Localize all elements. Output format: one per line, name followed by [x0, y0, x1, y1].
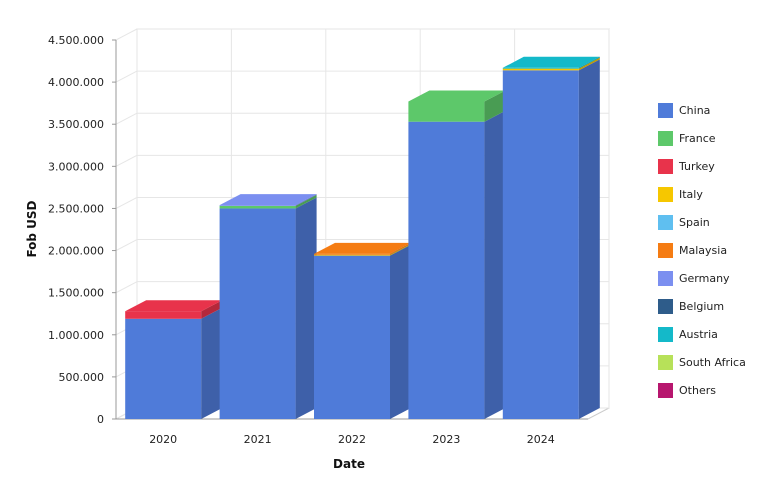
bar-side: [295, 197, 317, 419]
y-tick-label: 3.500.000: [48, 118, 104, 131]
y-tick-label: 1.500.000: [48, 287, 104, 300]
bar-side: [390, 243, 411, 256]
legend-label: Spain: [679, 215, 710, 229]
legend-item: Turkey: [658, 152, 758, 180]
bar-segment-germany: [219, 205, 296, 206]
gridline-wall: [115, 28, 138, 41]
bar-side: [201, 300, 223, 319]
legend-swatch: [658, 242, 673, 258]
bar-side: [295, 194, 317, 209]
legend-item: Malaysia: [658, 236, 758, 264]
gridline-wall: [115, 112, 138, 125]
bar-top: [314, 242, 411, 254]
bar-segment-france: [408, 101, 485, 122]
gridline-wall: [115, 239, 138, 251]
legend-swatch: [658, 102, 673, 118]
legend-label: Germany: [679, 271, 730, 285]
bar-segment-austria: [502, 67, 579, 69]
legend-item: France: [658, 124, 758, 152]
legend-item: South Africa: [658, 348, 758, 376]
bar-segment-china: [408, 121, 485, 419]
bar-top: [125, 300, 223, 312]
bar-segment-china: [314, 255, 390, 419]
legend-swatch: [658, 382, 673, 398]
bar-segment-china: [502, 70, 579, 419]
gridline-wall: [115, 197, 138, 209]
y-tick-label: 2.000.000: [48, 245, 104, 258]
legend-label: Austria: [679, 327, 718, 341]
legend-item: Austria: [658, 320, 758, 348]
y-tick-label: 3.000.000: [48, 160, 104, 173]
legend-label: Belgium: [679, 299, 725, 313]
y-tick-label: 4.000.000: [48, 76, 104, 89]
x-axis-title: Date: [333, 457, 365, 471]
chart-bars: [125, 56, 600, 419]
bar-side: [578, 56, 600, 69]
x-tick-label: 2023: [432, 433, 460, 446]
legend-label: France: [679, 131, 716, 145]
x-tick-label: 2024: [527, 433, 555, 446]
bar-side: [484, 90, 506, 122]
bar-top: [502, 56, 600, 68]
legend-swatch: [658, 158, 673, 174]
legend-item: Spain: [658, 208, 758, 236]
legend-swatch: [658, 354, 673, 370]
bar-side: [578, 57, 600, 71]
x-tick-label: 2020: [149, 433, 177, 446]
bar-segment-china: [125, 318, 202, 419]
bar-segment-italy: [502, 68, 579, 71]
y-tick-label: 1.000.000: [48, 329, 104, 342]
bar-side: [390, 244, 411, 419]
bar-segment-malaysia: [314, 253, 390, 255]
bar-segment-china: [219, 208, 296, 419]
legend-swatch: [658, 130, 673, 146]
legend-item: China: [658, 96, 758, 124]
legend-swatch: [658, 298, 673, 314]
y-axis-title: Fob USD: [25, 200, 39, 257]
gridline-wall: [115, 70, 138, 83]
legend-swatch: [658, 326, 673, 342]
legend-item: Italy: [658, 180, 758, 208]
legend-swatch: [658, 186, 673, 202]
bar-side: [295, 194, 317, 206]
bar-side: [390, 242, 411, 255]
bar-segment-france: [219, 205, 296, 209]
legend-label: Malaysia: [679, 243, 728, 257]
y-tick-label: 4.500.000: [48, 34, 104, 47]
legend-item: Others: [658, 376, 758, 404]
chart-tick-labels: 0 500.000 1.000.000 1.500.000 2.000.000 2.500…: [48, 34, 555, 446]
bar-side: [201, 307, 223, 419]
legend-label: Turkey: [679, 159, 715, 173]
gridline-wall: [115, 154, 138, 167]
legend-swatch: [658, 214, 673, 230]
bar-top: [219, 194, 317, 206]
legend-label: South Africa: [679, 355, 746, 369]
legend-item: Belgium: [658, 292, 758, 320]
gridline-wall: [115, 281, 138, 294]
chart-legend: China France Turkey Italy Spain Malaysia Germa…: [658, 96, 758, 404]
bar-top: [408, 90, 506, 102]
legend-swatch: [658, 270, 673, 286]
legend-label: Italy: [679, 187, 703, 201]
bar-segment-turkey: [125, 311, 202, 319]
y-tick-label: 2.500.000: [48, 202, 104, 215]
x-tick-label: 2021: [244, 433, 272, 446]
legend-item: Germany: [658, 264, 758, 292]
bar-segment-italy: [314, 254, 390, 256]
x-tick-label: 2022: [338, 433, 366, 446]
y-tick-label: 0: [97, 413, 104, 426]
legend-label: Others: [679, 383, 716, 397]
bar-side: [484, 110, 506, 419]
legend-label: China: [679, 103, 711, 117]
y-tick-label: 500.000: [59, 371, 105, 384]
bar-side: [578, 59, 600, 419]
